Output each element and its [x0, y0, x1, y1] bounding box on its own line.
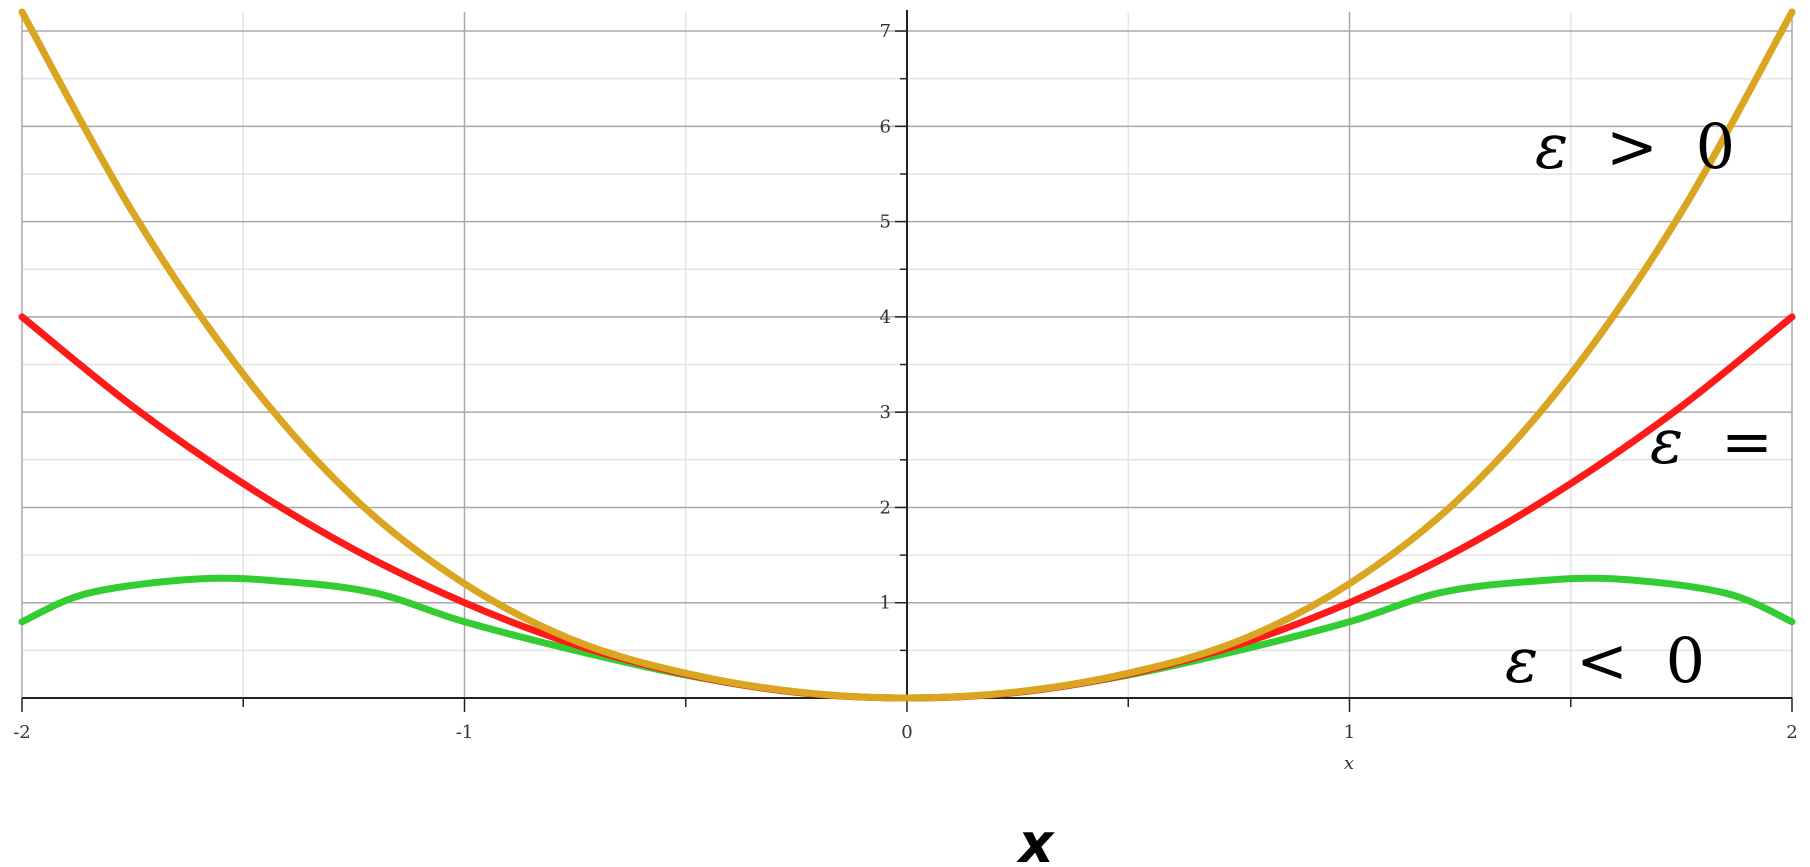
y-tick-label: 3	[880, 402, 891, 423]
annotation-epsilon-zero: ε = 0	[1650, 405, 1810, 478]
series-line-positive	[18, 8, 1796, 702]
x-tick-label: 0	[901, 722, 912, 743]
annotation-negative-symbol: ε	[1505, 624, 1538, 697]
x-tick-label: -2	[13, 722, 31, 743]
x-tick-label: -1	[456, 722, 474, 743]
annotation-positive-symbol: ε	[1535, 110, 1568, 183]
annotation-zero-relation: =	[1721, 405, 1773, 478]
annotation-epsilon-positive: ε > 0	[1535, 110, 1735, 183]
y-tick-label: 7	[880, 21, 891, 42]
y-tick-label: 6	[880, 116, 891, 137]
annotation-positive-relation: >	[1606, 110, 1658, 183]
x-tick-label: 2	[1786, 722, 1797, 743]
annotation-epsilon-negative: ε < 0	[1505, 624, 1705, 697]
y-tick-label: 5	[880, 212, 891, 233]
tick-labels: -2 -1 0 1 2 1 2 3 4 5 6 7	[13, 21, 1798, 743]
series-lines	[18, 8, 1796, 702]
x-axis-small-label: x	[1344, 753, 1354, 774]
y-tick-label: 1	[880, 593, 891, 614]
x-axis-big-label: x	[1016, 812, 1056, 867]
annotation-negative-relation: <	[1576, 624, 1628, 697]
annotation-negative-value: 0	[1666, 624, 1705, 697]
y-tick-label: 4	[880, 307, 891, 328]
axes	[21, 10, 1793, 712]
annotation-positive-value: 0	[1696, 110, 1735, 183]
y-tick-label: 2	[880, 497, 891, 518]
x-tick-label: 1	[1344, 722, 1355, 743]
annotation-zero-symbol: ε	[1650, 405, 1683, 478]
